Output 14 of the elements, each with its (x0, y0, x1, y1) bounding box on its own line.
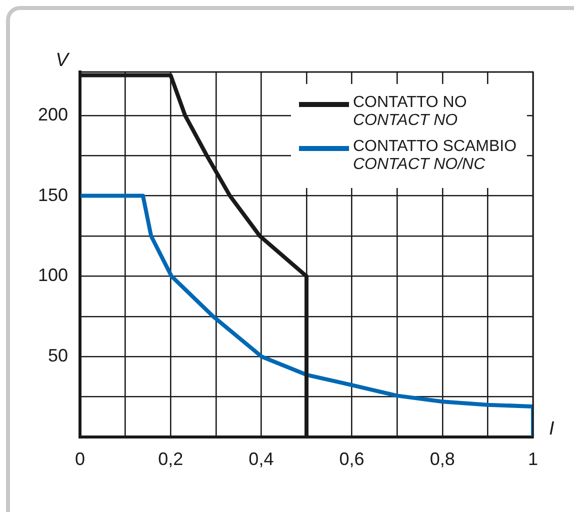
y-tick-label: 150 (38, 184, 68, 205)
legend-label: CONTATTO SCAMBIO CONTACT NO/NC (353, 138, 517, 174)
x-tick-label: 0,6 (339, 448, 364, 469)
y-axis-title: V (56, 50, 71, 71)
legend-label: CONTATTO NO CONTACT NO (353, 94, 467, 130)
x-tick-label: 1 (528, 448, 538, 469)
y-tick-label: 200 (38, 104, 68, 124)
x-tick-label: 0,4 (248, 448, 274, 469)
x-axis-title: I (549, 418, 555, 440)
x-tick-label: 0 (74, 448, 86, 469)
x-tick-label: 0,2 (158, 448, 184, 469)
y-tick-label: 50 (48, 346, 68, 366)
x-tick-label: 0,8 (430, 448, 455, 469)
y-tick-label: 100 (38, 265, 68, 286)
